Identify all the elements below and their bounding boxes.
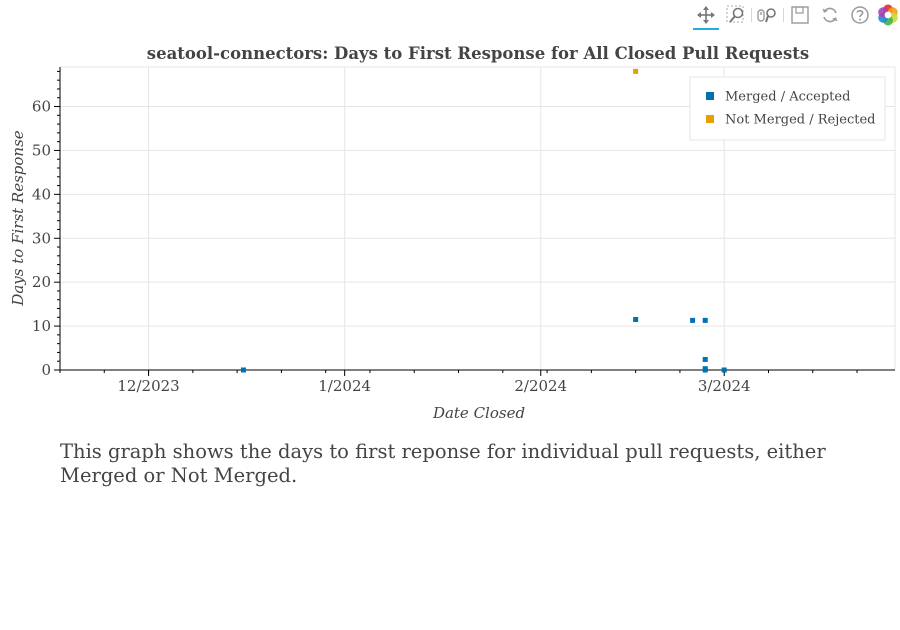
y-axis-label: Days to First Response [9,130,27,306]
legend-marker [706,92,714,100]
chart-toolbar [688,0,900,32]
save-tool-button[interactable] [787,2,813,28]
data-point [633,68,639,74]
bokeh-logo-link[interactable] [875,2,900,28]
reset-icon [820,5,840,25]
legend-marker [706,115,714,123]
data-point [702,367,708,373]
y-tick-label: 50 [32,141,51,159]
data-points [240,68,727,373]
bokeh-logo-icon [877,4,899,26]
legend-box [689,76,886,141]
scatter-chart[interactable]: seatool-connectors: Days to First Respon… [0,36,900,436]
chart-title: seatool-connectors: Days to First Respon… [147,44,809,63]
y-tick-label: 60 [32,98,51,116]
legend-label: Not Merged / Rejected [725,113,875,128]
x-tick-label: 3/2024 [698,377,751,395]
x-axis-label: Date Closed [432,404,525,422]
data-point [240,367,246,373]
toolbar-separator [751,8,752,22]
help-icon [850,5,870,25]
x-tick-label: 12/2023 [117,377,179,395]
y-tick-label: 20 [32,273,51,291]
data-point [702,317,708,323]
box-zoom-icon [726,5,746,25]
save-icon [790,5,810,25]
box-zoom-tool-button[interactable] [723,2,749,28]
y-tick-label: 10 [32,317,51,335]
chart-legend: Merged / Accepted Not Merged / Rejected [689,76,886,141]
wheel-zoom-icon [757,5,779,25]
y-tick-label: 0 [41,361,51,379]
data-point [633,317,639,322]
toolbar-separator [783,8,784,22]
x-tick-label: 2/2024 [514,377,567,395]
reset-tool-button[interactable] [817,2,843,28]
help-tool-button[interactable] [847,2,873,28]
data-point [721,367,727,373]
axes: 0 10 20 30 40 50 60 12/2023 1/2024 2/2024 3/2024 [32,67,895,395]
legend-label: Merged / Accepted [725,90,850,105]
pan-icon [696,5,716,25]
data-point [702,356,708,362]
pan-tool-button[interactable] [693,2,719,30]
data-point [690,317,696,323]
wheel-zoom-tool-button[interactable] [755,2,781,28]
y-tick-label: 40 [32,185,51,203]
y-tick-label: 30 [32,229,51,247]
chart-description: This graph shows the days to first repon… [60,440,826,487]
x-tick-label: 1/2024 [318,377,371,395]
